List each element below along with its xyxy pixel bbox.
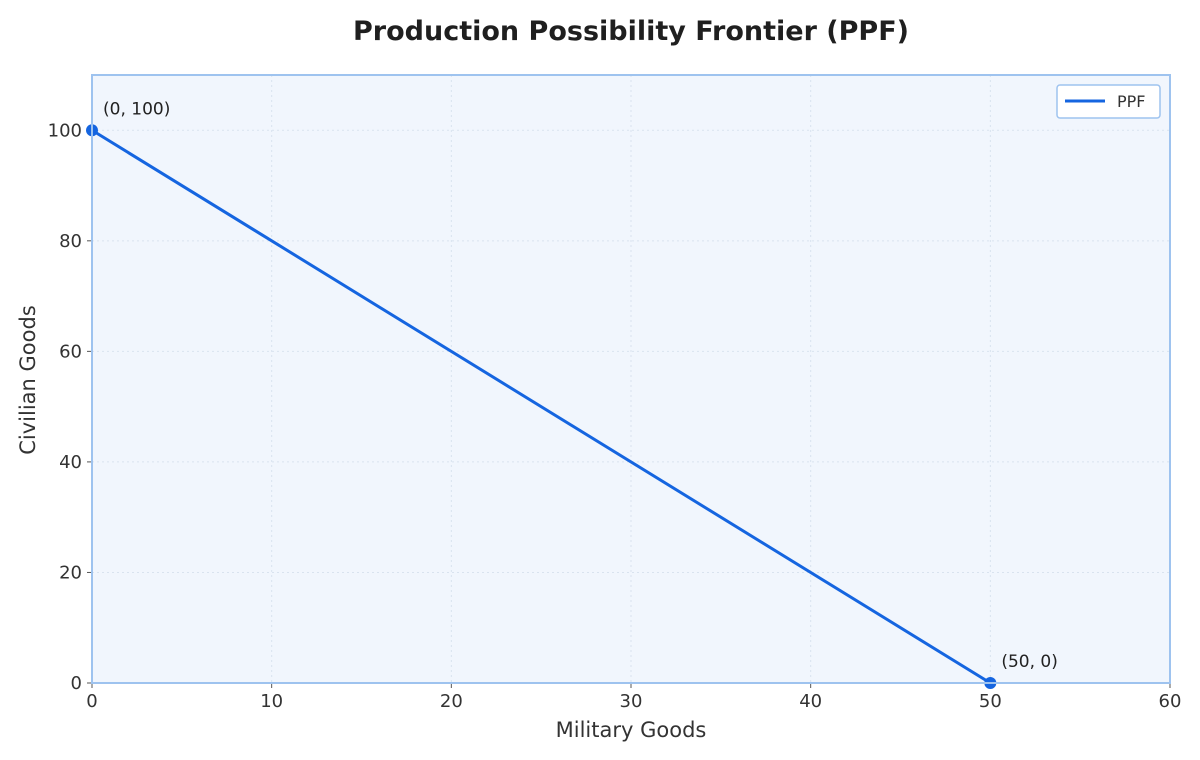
y-tick-label: 60 xyxy=(59,341,82,362)
x-axis-label: Military Goods xyxy=(556,718,707,742)
legend-box xyxy=(1056,84,1161,119)
grid-lines xyxy=(92,75,1170,683)
y-tick-label: 40 xyxy=(59,452,82,473)
y-axis-ticks: 0 20 40 60 80 100 xyxy=(48,120,92,694)
ppf-line xyxy=(91,128,992,685)
x-tick-label: 20 xyxy=(440,691,463,712)
y-tick-label: 100 xyxy=(48,120,82,141)
x-tick-label: 0 xyxy=(86,691,97,712)
legend-label-ppf: PPF xyxy=(1117,92,1146,111)
y-axis-label: Civilian Goods xyxy=(16,305,40,455)
x-tick-label: 10 xyxy=(260,691,283,712)
y-tick-label: 0 xyxy=(71,673,82,694)
plot-frame xyxy=(91,74,1171,684)
y-tick-label: 20 xyxy=(59,562,82,583)
series-layer xyxy=(86,124,997,689)
x-tick-label: 40 xyxy=(799,691,822,712)
x-tick-label: 50 xyxy=(979,691,1002,712)
point-annotation: (0, 100) xyxy=(103,99,170,119)
point-annotation: (50, 0) xyxy=(1001,652,1058,672)
x-axis-ticks: 0 10 20 30 40 50 60 xyxy=(86,683,1181,712)
y-tick-label: 80 xyxy=(59,231,82,252)
x-tick-label: 30 xyxy=(620,691,643,712)
legend: PPF xyxy=(1056,84,1161,119)
x-tick-label: 60 xyxy=(1159,691,1182,712)
chart-title: Production Possibility Frontier (PPF) xyxy=(353,16,909,47)
annotations-layer: (0, 100) (50, 0) xyxy=(103,99,1058,672)
